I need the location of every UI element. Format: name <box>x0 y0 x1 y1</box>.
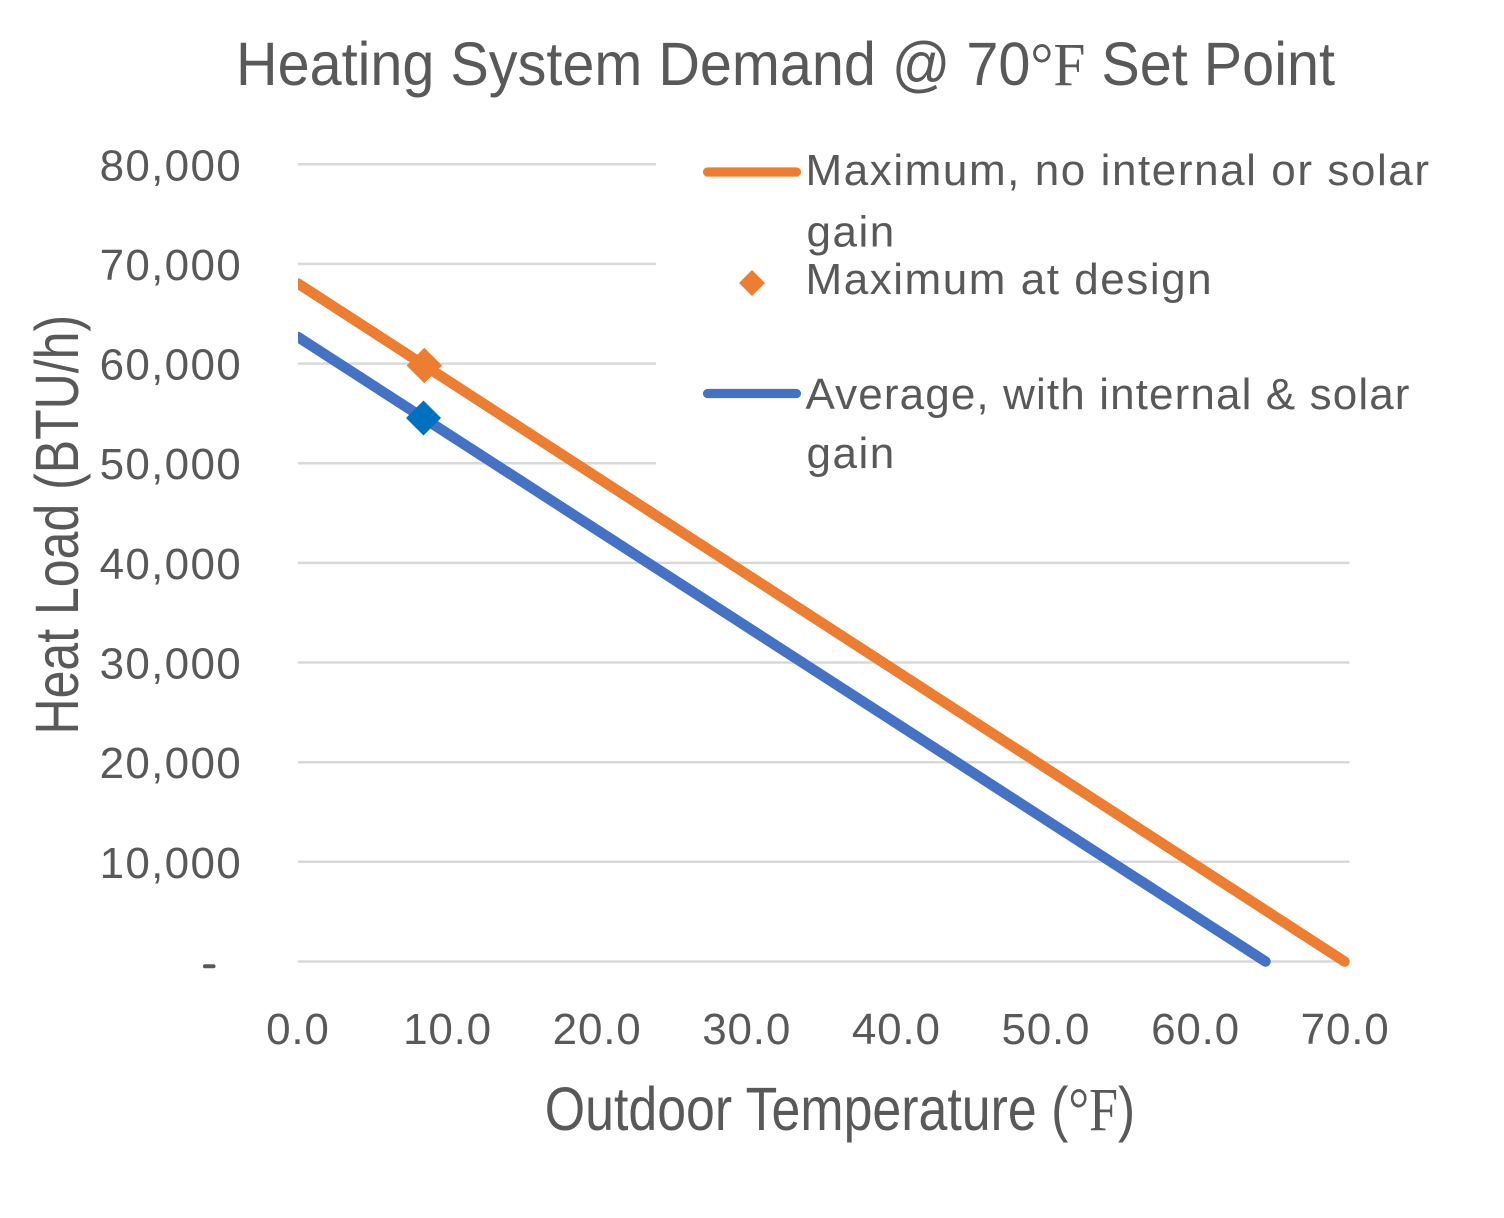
svg-text:70.0: 70.0 <box>1301 1005 1390 1054</box>
svg-text:60,000: 60,000 <box>100 341 242 390</box>
svg-text:80,000: 80,000 <box>100 141 242 190</box>
svg-text:70,000: 70,000 <box>100 241 242 290</box>
svg-text:0.0: 0.0 <box>266 1005 330 1054</box>
svg-text:60.0: 60.0 <box>1151 1005 1240 1054</box>
svg-text:40,000: 40,000 <box>100 540 242 589</box>
svg-text:10,000: 10,000 <box>100 839 242 888</box>
svg-text:Outdoor Temperature (°F): Outdoor Temperature (°F) <box>545 1075 1135 1144</box>
svg-text:10.0: 10.0 <box>403 1005 492 1054</box>
svg-text:Heat Load (BTU/h): Heat Load (BTU/h) <box>23 315 91 735</box>
svg-text:20,000: 20,000 <box>100 739 242 788</box>
svg-text:20.0: 20.0 <box>553 1005 642 1054</box>
svg-text:Maximum, no internal or solar: Maximum, no internal or solar <box>806 146 1431 195</box>
svg-text:30.0: 30.0 <box>702 1005 791 1054</box>
svg-text:50.0: 50.0 <box>1001 1005 1090 1054</box>
svg-text:Maximum at design: Maximum at design <box>806 255 1214 304</box>
svg-text:Heating System Demand @ 70°F S: Heating System Demand @ 70°F Set Point <box>236 29 1336 98</box>
svg-text:40.0: 40.0 <box>852 1005 941 1054</box>
svg-text:gain: gain <box>807 208 896 257</box>
svg-text:30,000: 30,000 <box>100 640 242 689</box>
svg-text:gain: gain <box>807 429 896 478</box>
svg-text:50,000: 50,000 <box>100 440 242 489</box>
svg-text:Average, with internal & solar: Average, with internal & solar <box>806 370 1411 419</box>
